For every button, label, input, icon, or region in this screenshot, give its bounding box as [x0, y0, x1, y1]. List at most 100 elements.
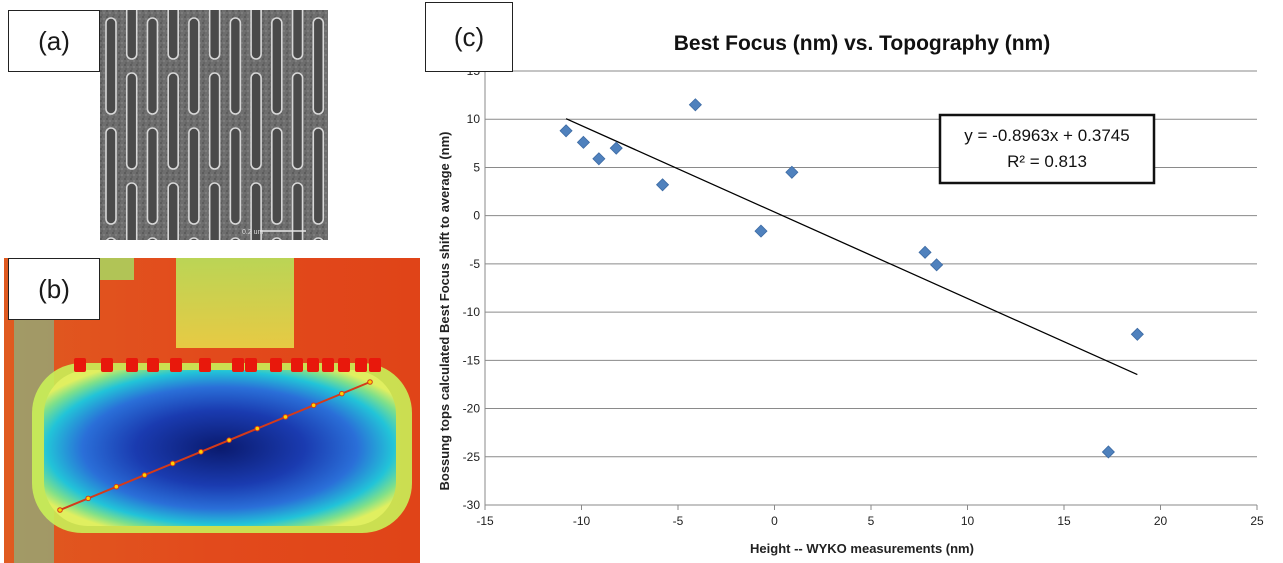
chart-title: Best Focus (nm) vs. Topography (nm) — [674, 32, 1050, 55]
sem-feature — [312, 17, 325, 115]
red-marker — [101, 358, 113, 372]
sem-feature — [250, 72, 262, 170]
profile-node — [169, 460, 176, 467]
x-tick-label: 0 — [771, 514, 778, 528]
data-points — [559, 98, 1144, 459]
panel-label-a: (a) — [8, 10, 100, 72]
red-marker — [147, 358, 159, 372]
sem-feature — [291, 72, 304, 170]
sem-feature — [230, 237, 241, 240]
panel-label-b: (b) — [8, 258, 100, 320]
red-marker — [126, 358, 138, 372]
red-marker — [322, 358, 334, 372]
data-point — [688, 98, 702, 112]
x-tick-label: -5 — [673, 514, 684, 528]
sem-feature — [271, 17, 283, 115]
sem-feature — [105, 17, 117, 115]
sem-feature — [188, 237, 199, 240]
sem-feature — [147, 237, 158, 240]
scatter-chart: Best Focus (nm) vs. Topography (nm) 15 10… — [437, 32, 1264, 556]
data-point — [785, 165, 799, 179]
y-tick-labels: 151050-5-10-15-20-25-30 — [463, 64, 481, 512]
sem-feature — [229, 17, 242, 115]
x-tick-labels: -15 -10 -5 0 5 10 15 20 25 — [476, 514, 1264, 528]
profile-node — [282, 414, 289, 420]
sem-feature — [167, 72, 179, 170]
sem-feature — [105, 127, 117, 225]
sem-feature — [125, 10, 138, 60]
y-axis-title: Bossung tops calculated Best Focus shift… — [437, 131, 452, 490]
data-point — [609, 141, 623, 155]
sem-feature — [291, 10, 304, 60]
y-tick-label: -30 — [463, 498, 481, 512]
profile-line — [57, 379, 373, 513]
x-tick-label: 25 — [1250, 514, 1264, 528]
red-marker-row — [74, 358, 381, 372]
x-tick-label: -10 — [573, 514, 591, 528]
red-marker — [291, 358, 303, 372]
sem-feature — [167, 10, 179, 60]
sem-feature — [188, 17, 200, 115]
sem-feature — [146, 17, 159, 115]
data-point — [655, 178, 670, 192]
trendline-segment — [565, 118, 1138, 376]
data-point — [576, 135, 590, 149]
y-tick-label: -20 — [463, 402, 481, 416]
data-point — [930, 258, 944, 272]
profile-node — [226, 437, 232, 443]
y-tick-label: -25 — [463, 450, 481, 464]
data-point — [754, 224, 768, 238]
red-marker — [245, 358, 257, 372]
data-point — [559, 124, 573, 138]
red-marker — [232, 358, 244, 372]
y-tick-label: -5 — [469, 257, 480, 271]
x-tick-label: -15 — [476, 514, 494, 528]
profile-node — [113, 483, 120, 490]
sem-image: 0.2 um — [100, 10, 328, 240]
red-marker — [338, 358, 350, 372]
profile-node — [141, 472, 148, 478]
x-tick-label: 5 — [868, 514, 875, 528]
profile-node — [57, 507, 63, 513]
sem-feature — [312, 127, 325, 225]
sem-feature — [208, 182, 221, 240]
x-axis-title: Height -- WYKO measurements (nm) — [750, 541, 974, 556]
profile-node — [198, 449, 204, 455]
profile-node — [254, 425, 261, 432]
sem-feature — [271, 127, 283, 225]
sem-feature — [167, 182, 179, 240]
sem-feature — [125, 72, 138, 170]
profile-node — [310, 402, 317, 409]
sem-feature — [250, 10, 262, 60]
data-point — [1101, 445, 1115, 459]
sem-feature — [208, 10, 221, 60]
sem-feature — [271, 237, 282, 240]
x-tick-label: 15 — [1057, 514, 1071, 528]
red-marker — [170, 358, 182, 372]
trendline — [565, 118, 1138, 376]
sem-feature — [313, 237, 324, 240]
profile-node — [367, 379, 373, 385]
x-tick-label: 20 — [1154, 514, 1168, 528]
topography-map — [4, 258, 420, 563]
trendline-equation: y = -0.8963x + 0.3745 — [964, 126, 1129, 145]
y-tick-label: 10 — [467, 112, 481, 126]
red-marker — [270, 358, 282, 372]
sem-feature — [208, 72, 221, 170]
y-tick-label: 5 — [473, 160, 480, 174]
r-squared: R² = 0.813 — [1007, 152, 1087, 171]
y-tick-label: -10 — [463, 305, 481, 319]
x-tick-label: 10 — [961, 514, 975, 528]
grid-lines — [484, 70, 1258, 510]
panel-label-c: (c) — [425, 2, 513, 72]
profile-line-segment — [59, 381, 371, 511]
data-point — [918, 245, 932, 259]
sem-features — [105, 10, 325, 240]
y-tick-label: -15 — [463, 353, 481, 367]
profile-node — [339, 390, 345, 397]
data-point — [592, 152, 606, 166]
sem-feature — [106, 237, 116, 240]
sem-feature — [125, 182, 138, 240]
y-tick-label: 0 — [473, 209, 480, 223]
red-marker — [307, 358, 319, 372]
